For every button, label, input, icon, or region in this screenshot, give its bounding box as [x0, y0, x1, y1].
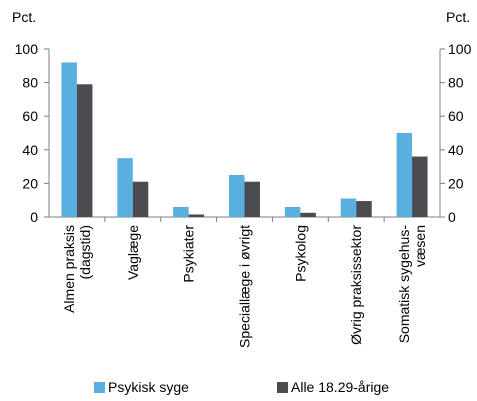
y-tick-labels: 0 0 20 20 40 40 60 60 80 80 100 100 [15, 41, 472, 225]
right-tick-label: 80 [448, 75, 464, 91]
legend-label: Psykisk syge [108, 379, 189, 395]
category-labels: Almen praksis (dagstid) Vaglæge Psykiater Sp… [61, 217, 428, 348]
legend-swatch [277, 382, 288, 393]
right-tick-label: 0 [448, 209, 456, 225]
right-tick-label: 40 [448, 142, 464, 158]
bar-psykisk-syge-5 [284, 206, 301, 217]
bar-alle-5 [300, 212, 316, 217]
category-label: væsen [412, 225, 428, 267]
legend: Psykisk syge Alle 18.29-årige [94, 379, 389, 395]
bar-alle-2 [132, 181, 149, 217]
legend-label: Alle 18.29-årige [291, 379, 389, 395]
bars [61, 62, 428, 217]
right-axis-unit: Pct. [446, 9, 470, 25]
left-tick-label: 0 [30, 209, 38, 225]
bar-alle-1 [76, 84, 93, 217]
left-tick-label: 20 [22, 175, 38, 191]
bar-alle-7 [412, 156, 428, 217]
bar-alle-6 [356, 201, 372, 217]
bar-psykisk-syge-4 [229, 175, 245, 217]
right-tick-label: 60 [448, 108, 464, 124]
category-label: Almen praksis [61, 225, 77, 313]
bar-psykisk-syge-1 [61, 62, 77, 217]
left-axis-unit: Pct. [12, 9, 36, 25]
category-label: Psykolog [292, 225, 308, 282]
bar-psykisk-syge-7 [396, 133, 413, 217]
bar-alle-4 [244, 181, 260, 217]
left-tick-label: 40 [22, 142, 38, 158]
category-label: Vaglæge [125, 225, 141, 280]
category-label: Speciallæge i øvrigt [237, 225, 253, 348]
category-label: Somatisk sygehus- [396, 225, 412, 344]
legend-swatch [94, 382, 105, 393]
bar-psykisk-syge-3 [173, 206, 189, 217]
left-tick-label: 100 [15, 41, 39, 57]
category-label: Psykiater [181, 225, 197, 283]
right-tick-label: 100 [448, 41, 472, 57]
left-tick-label: 60 [22, 108, 38, 124]
bar-psykisk-syge-6 [340, 198, 357, 217]
bar-alle-3 [188, 214, 205, 217]
bar-psykisk-syge-2 [117, 158, 133, 217]
category-label: (dagstid) [77, 225, 93, 279]
left-tick-label: 80 [22, 75, 38, 91]
category-label: Øvrig praksissektor [348, 225, 364, 345]
right-tick-label: 20 [448, 175, 464, 191]
